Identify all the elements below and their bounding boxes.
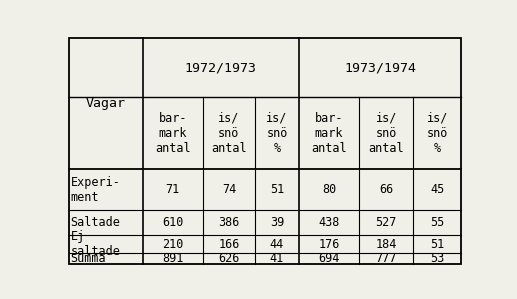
Text: 71: 71	[165, 183, 180, 196]
Text: 41: 41	[270, 252, 284, 265]
Text: 51: 51	[270, 183, 284, 196]
Text: 891: 891	[162, 252, 184, 265]
Text: Experi-
ment: Experi- ment	[71, 176, 120, 204]
Text: 51: 51	[430, 238, 445, 251]
Text: is/
snö
antal: is/ snö antal	[211, 112, 247, 155]
Text: 386: 386	[218, 216, 239, 229]
Text: 55: 55	[430, 216, 445, 229]
Text: 1973/1974: 1973/1974	[344, 61, 416, 74]
Text: 184: 184	[375, 238, 397, 251]
Text: 80: 80	[322, 183, 336, 196]
Text: 166: 166	[218, 238, 239, 251]
Text: 1972/1973: 1972/1973	[185, 61, 257, 74]
Text: bar-
mark
antal: bar- mark antal	[155, 112, 191, 155]
Text: 694: 694	[318, 252, 340, 265]
Text: Ej
saltade: Ej saltade	[71, 230, 120, 258]
Text: is/
snö
%: is/ snö %	[427, 112, 448, 155]
Text: 45: 45	[430, 183, 445, 196]
Text: 610: 610	[162, 216, 184, 229]
Text: 66: 66	[379, 183, 393, 196]
Text: is/
snö
antal: is/ snö antal	[368, 112, 404, 155]
Text: 438: 438	[318, 216, 340, 229]
Text: is/
snö
%: is/ snö %	[266, 112, 287, 155]
Text: 74: 74	[222, 183, 236, 196]
Text: 53: 53	[430, 252, 445, 265]
Text: 210: 210	[162, 238, 184, 251]
Text: Saltade: Saltade	[71, 216, 120, 229]
Text: bar-
mark
antal: bar- mark antal	[311, 112, 347, 155]
Text: 176: 176	[318, 238, 340, 251]
Text: 626: 626	[218, 252, 239, 265]
Text: Summa: Summa	[71, 252, 107, 265]
Text: 39: 39	[270, 216, 284, 229]
Text: 527: 527	[375, 216, 397, 229]
Text: Vägar: Vägar	[86, 97, 126, 110]
Text: 777: 777	[375, 252, 397, 265]
Text: 44: 44	[270, 238, 284, 251]
